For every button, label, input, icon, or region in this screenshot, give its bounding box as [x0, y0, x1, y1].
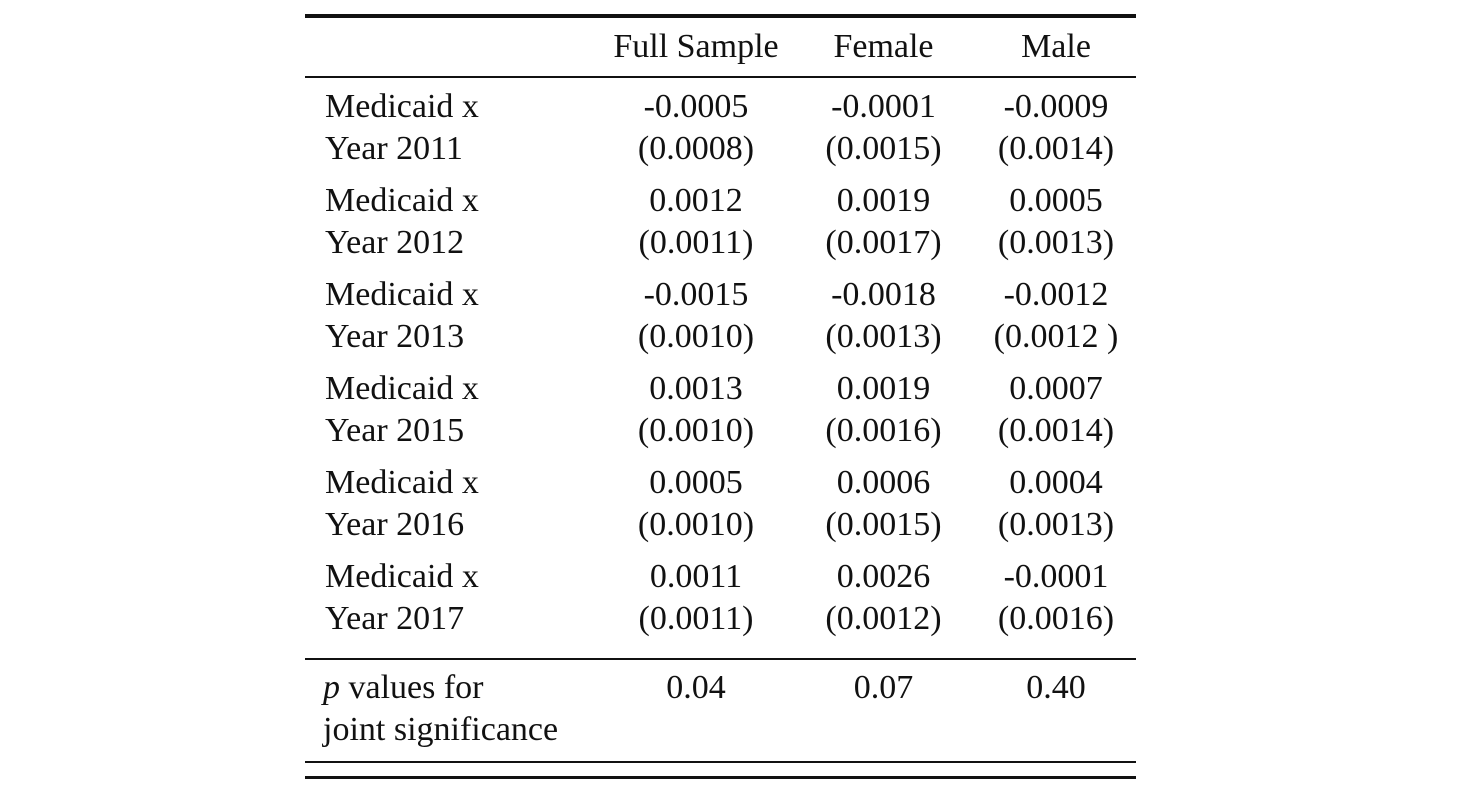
coefficient: -0.0015	[643, 276, 749, 313]
standard-error: (0.0010)	[637, 412, 755, 449]
coefficient: 0.0005	[649, 464, 743, 501]
cell-female: 0.0019 (0.0017)	[791, 180, 976, 264]
coefficient: 0.0013	[649, 370, 743, 407]
regression-table: Full Sample Female Male Medicaid x Year …	[305, 14, 1136, 779]
p-symbol: p	[323, 669, 340, 706]
top-rule	[305, 14, 1136, 18]
standard-error: (0.0013)	[825, 318, 942, 355]
coefficient: -0.0005	[643, 88, 749, 125]
row-label-line2: Year 2015	[325, 412, 465, 449]
coefficient: -0.0018	[831, 276, 936, 313]
standard-error: (0.0016)	[997, 600, 1115, 637]
footer-label-rest: values for	[340, 669, 484, 706]
p-value-full-sample: 0.04	[666, 669, 726, 706]
standard-error: (0.0012)	[825, 600, 942, 637]
row-label-line2: Year 2011	[325, 130, 463, 167]
standard-error: (0.0013)	[997, 224, 1115, 261]
row-label-line1: Medicaid x	[325, 464, 479, 501]
cell-full-sample: 0.0012 (0.0011)	[601, 180, 791, 264]
cell-full-sample: -0.0015 (0.0010)	[601, 274, 791, 358]
cell-male: -0.0009 (0.0014)	[976, 86, 1136, 170]
standard-error: (0.0014)	[997, 412, 1115, 449]
standard-error: (0.0014)	[997, 130, 1115, 167]
standard-error: (0.0011)	[638, 224, 754, 261]
row-label-line1: Medicaid x	[325, 88, 479, 125]
cell-female: 0.0026 (0.0012)	[791, 556, 976, 640]
cell-male: 0.0005 (0.0013)	[976, 180, 1136, 264]
coefficient: -0.0001	[1003, 558, 1109, 595]
header-full-sample: Full Sample	[613, 28, 779, 65]
row-label: Medicaid x Year 2016	[305, 462, 601, 546]
coefficient: -0.0012	[1003, 276, 1109, 313]
header-rule	[305, 76, 1136, 78]
footer-label-line1: p values for	[323, 667, 601, 709]
coefficient: 0.0019	[836, 370, 931, 407]
cell-male: 0.0007 (0.0014)	[976, 368, 1136, 452]
cell-male: -0.0012 (0.0012 )	[976, 274, 1136, 358]
table-row: Medicaid x Year 2016 0.0005 (0.0010) 0.0…	[305, 462, 1136, 556]
row-label: Medicaid x Year 2015	[305, 368, 601, 452]
joint-significance-row: p values for joint significance 0.04 0.0…	[305, 667, 1136, 751]
row-label-line2: Year 2012	[325, 224, 465, 261]
row-label: Medicaid x Year 2012	[305, 180, 601, 264]
header-male: Male	[1021, 28, 1091, 65]
row-label-line1: Medicaid x	[325, 276, 479, 313]
row-label-line1: Medicaid x	[325, 558, 479, 595]
cell-male: -0.0001 (0.0016)	[976, 556, 1136, 640]
row-label: Medicaid x Year 2013	[305, 274, 601, 358]
header-female: Female	[833, 28, 934, 65]
table-row: Medicaid x Year 2013 -0.0015 (0.0010) -0…	[305, 274, 1136, 368]
row-label-line2: Year 2017	[325, 600, 465, 637]
row-label: Medicaid x Year 2017	[305, 556, 601, 640]
table-body: Medicaid x Year 2011 -0.0005 (0.0008) -0…	[305, 78, 1136, 658]
table-footer: p values for joint significance 0.04 0.0…	[305, 660, 1136, 761]
standard-error: (0.0016)	[825, 412, 942, 449]
row-label-line2: Year 2016	[325, 506, 465, 543]
standard-error: (0.0015)	[825, 130, 942, 167]
footer-rule	[305, 658, 1136, 660]
cell-female: 0.0006 (0.0015)	[791, 462, 976, 546]
standard-error: (0.0013)	[997, 506, 1115, 543]
table-row: Medicaid x Year 2011 -0.0005 (0.0008) -0…	[305, 86, 1136, 180]
table-row: Medicaid x Year 2017 0.0011 (0.0011) 0.0…	[305, 556, 1136, 650]
cell-full-sample: 0.0005 (0.0010)	[601, 462, 791, 546]
p-value-male: 0.40	[1026, 669, 1086, 706]
standard-error: (0.0008)	[637, 130, 755, 167]
cell-full-sample: 0.0011 (0.0011)	[601, 556, 791, 640]
standard-error: (0.0017)	[825, 224, 942, 261]
coefficient: 0.0026	[836, 558, 931, 595]
header-row: Full Sample Female Male	[305, 18, 1136, 76]
coefficient: 0.0006	[836, 464, 931, 501]
row-label-line1: Medicaid x	[325, 182, 479, 219]
p-value-female: 0.07	[853, 669, 914, 706]
coefficient: -0.0001	[831, 88, 936, 125]
standard-error: (0.0015)	[825, 506, 942, 543]
bottom-rule-double	[305, 776, 1136, 779]
standard-error: (0.0010)	[637, 318, 755, 355]
coefficient: 0.0007	[1009, 370, 1103, 407]
footer-label: p values for joint significance	[305, 667, 601, 751]
cell-female: -0.0001 (0.0015)	[791, 86, 976, 170]
table-row: Medicaid x Year 2015 0.0013 (0.0010) 0.0…	[305, 368, 1136, 462]
coefficient: 0.0004	[1009, 464, 1103, 501]
standard-error: (0.0011)	[638, 600, 754, 637]
cell-female: 0.0019 (0.0016)	[791, 368, 976, 452]
coefficient: 0.0005	[1009, 182, 1103, 219]
bottom-rule	[305, 761, 1136, 763]
footer-label-line2: joint significance	[323, 711, 559, 748]
cell-full-sample: 0.0013 (0.0010)	[601, 368, 791, 452]
row-label-line1: Medicaid x	[325, 370, 479, 407]
cell-male: 0.0004 (0.0013)	[976, 462, 1136, 546]
standard-error: (0.0012 )	[993, 318, 1119, 355]
cell-female: -0.0018 (0.0013)	[791, 274, 976, 358]
coefficient: 0.0011	[649, 558, 743, 595]
coefficient: 0.0012	[649, 182, 743, 219]
row-label-line2: Year 2013	[325, 318, 465, 355]
coefficient: -0.0009	[1003, 88, 1109, 125]
table-row: Medicaid x Year 2012 0.0012 (0.0011) 0.0…	[305, 180, 1136, 274]
coefficient: 0.0019	[836, 182, 931, 219]
cell-full-sample: -0.0005 (0.0008)	[601, 86, 791, 170]
standard-error: (0.0010)	[637, 506, 755, 543]
row-label: Medicaid x Year 2011	[305, 86, 601, 170]
